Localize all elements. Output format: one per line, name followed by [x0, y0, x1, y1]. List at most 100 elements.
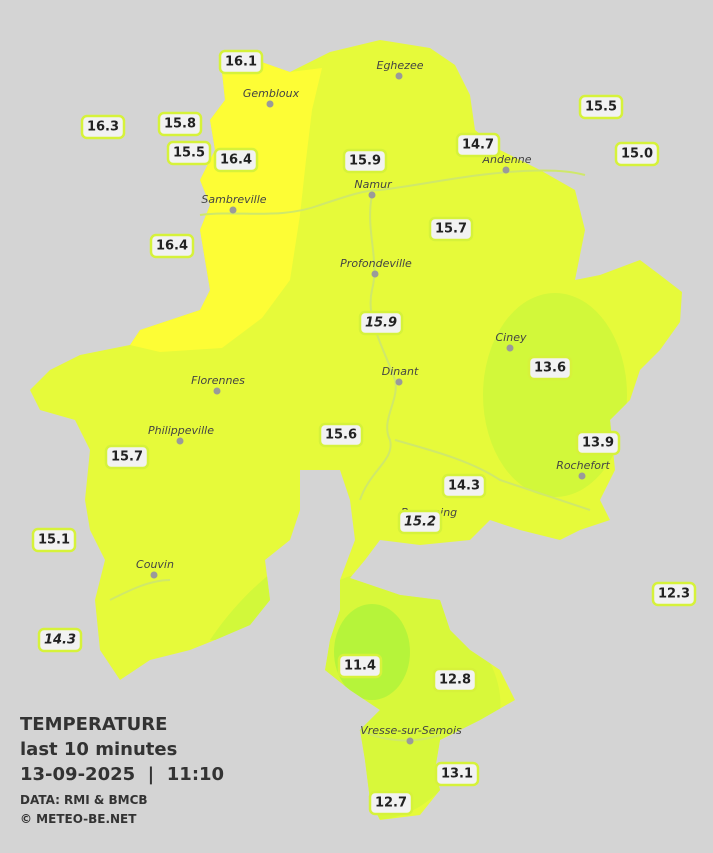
station-box: [337, 653, 383, 679]
station-box: [397, 509, 443, 535]
station-value: 12.8: [439, 673, 471, 688]
station: 15.9: [342, 148, 388, 174]
station-value: 15.7: [435, 222, 467, 237]
town-dot: [506, 344, 514, 352]
station: 12.3: [651, 581, 697, 607]
station-value: 15.0: [621, 147, 653, 162]
station: 13.6: [527, 355, 573, 381]
legend-credit: © METEO-BE.NET: [20, 812, 137, 826]
station-value: 15.6: [325, 428, 357, 443]
river: [359, 194, 397, 501]
station-value: 12.3: [658, 587, 690, 602]
station: 15.5: [166, 140, 212, 166]
station-value: 15.2: [404, 515, 436, 530]
town-label: Rochefort: [556, 459, 610, 472]
station-box: [527, 355, 573, 381]
town-dot: [150, 571, 158, 579]
town-dot: [395, 72, 403, 80]
town-dot: [266, 100, 274, 108]
town-label: Sambreville: [201, 193, 266, 206]
towns: EghezeeGemblouxAndenneNamurSambrevillePr…: [136, 59, 610, 745]
station: 13.9: [575, 430, 621, 456]
station-value: 15.5: [585, 100, 617, 115]
station-box: [342, 148, 388, 174]
station-value: 16.1: [225, 55, 257, 70]
station-value: 15.7: [111, 450, 143, 465]
zone-cold: [334, 604, 410, 700]
station: 15.7: [428, 216, 474, 242]
station-value: 15.9: [349, 154, 381, 169]
station-box: [455, 132, 501, 158]
station-box: [368, 790, 414, 816]
legend-source: DATA: RMI & BMCB: [20, 793, 148, 807]
legend-datetime: 13-09-2025 | 11:10: [20, 764, 224, 785]
town-label: Namur: [354, 178, 393, 191]
station-value: 13.9: [582, 436, 614, 451]
station-box: [432, 667, 478, 693]
station-box: [578, 94, 624, 120]
town-label: Ciney: [496, 331, 527, 344]
station: 15.6: [318, 422, 364, 448]
town-label: Philippeville: [148, 424, 214, 437]
town-dot: [229, 206, 237, 214]
legend-subtitle: last 10 minutes: [20, 739, 177, 760]
station-box: [149, 233, 195, 259]
station: 15.9: [358, 310, 404, 336]
station-value: 16.4: [156, 239, 188, 254]
station-box: [318, 422, 364, 448]
town-label: Vresse-sur-Semois: [360, 724, 462, 737]
town-dot: [578, 472, 586, 480]
station-box: [37, 627, 83, 653]
station-value: 13.1: [441, 767, 473, 782]
station-box: [434, 761, 480, 787]
town-label: Florennes: [191, 374, 245, 387]
stations: 16.1 16.3 15.8 15.5 16.4 15.9 14.7 15.5 15.0 15.7…: [31, 49, 697, 816]
station-box: [166, 140, 212, 166]
town-label: Couvin: [136, 558, 174, 571]
river: [394, 439, 591, 511]
station: 15.0: [614, 141, 660, 167]
station-value: 15.8: [164, 117, 196, 132]
station-value: 15.9: [365, 316, 397, 331]
town-label: Dinant: [382, 365, 419, 378]
town-dot: [213, 387, 221, 395]
station-value: 11.4: [344, 659, 376, 674]
station: 12.8: [432, 667, 478, 693]
station: 13.1: [434, 761, 480, 787]
station-box: [575, 430, 621, 456]
station: 15.7: [104, 444, 150, 470]
station: 14.3: [37, 627, 83, 653]
station: 14.7: [455, 132, 501, 158]
station-value: 14.7: [462, 138, 494, 153]
station-value: 13.6: [534, 361, 566, 376]
station-box: [614, 141, 660, 167]
station-value: 15.1: [38, 533, 70, 548]
station: 15.2: [397, 509, 443, 535]
station-value: 14.3: [44, 633, 76, 648]
station: 14.3: [441, 473, 487, 499]
station-value: 16.4: [220, 153, 252, 168]
river: [199, 169, 586, 216]
station-box: [80, 114, 126, 140]
rivers: [109, 169, 591, 742]
legend: TEMPERATURE last 10 minutes 13-09-2025 |…: [20, 714, 224, 826]
station: 12.7: [368, 790, 414, 816]
river: [109, 579, 171, 601]
station: 15.1: [31, 527, 77, 553]
station-box: [441, 473, 487, 499]
station-value: 14.3: [448, 479, 480, 494]
station-box: [651, 581, 697, 607]
station-box: [157, 111, 203, 137]
town-dot: [371, 270, 379, 278]
town-dot: [368, 191, 376, 199]
station-value: 16.3: [87, 120, 119, 135]
station: 16.4: [149, 233, 195, 259]
station: 16.4: [213, 147, 259, 173]
station: 16.1: [218, 49, 264, 75]
town-dot: [406, 737, 414, 745]
station: 15.5: [578, 94, 624, 120]
station-box: [31, 527, 77, 553]
station-value: 12.7: [375, 796, 407, 811]
river: [359, 729, 441, 742]
